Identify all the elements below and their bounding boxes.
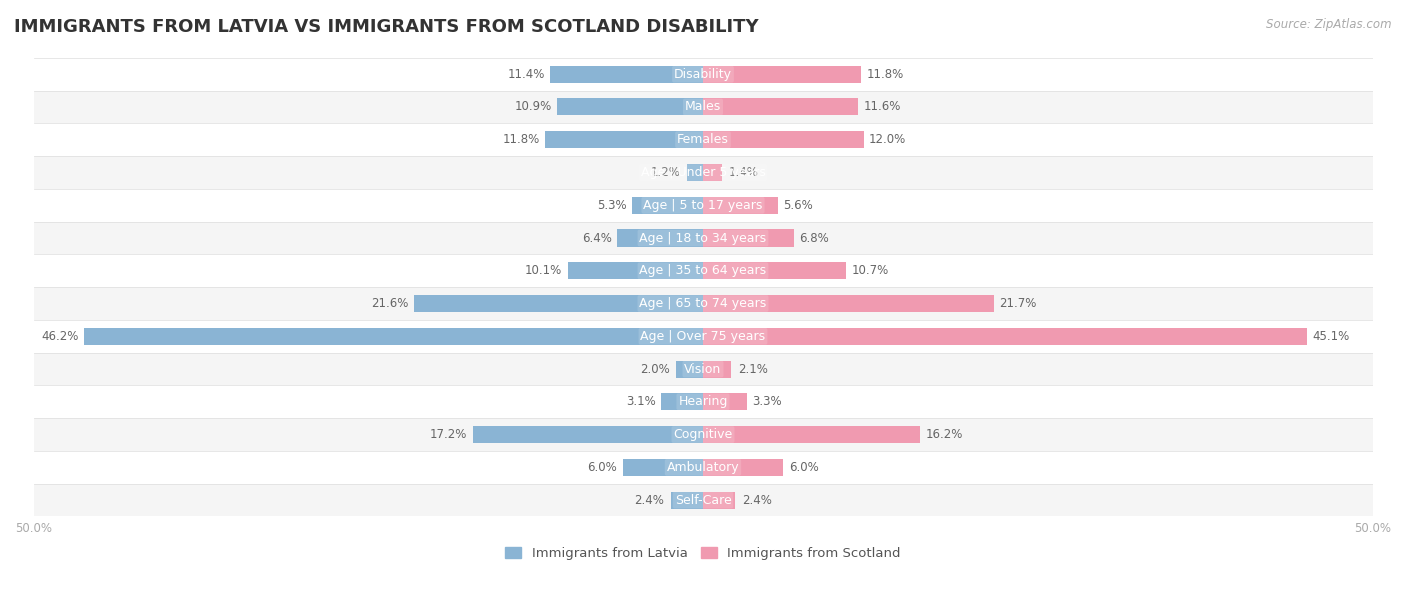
Text: Hearing: Hearing <box>678 395 728 408</box>
Text: 21.6%: 21.6% <box>371 297 408 310</box>
Text: 3.1%: 3.1% <box>627 395 657 408</box>
Bar <box>703 263 846 279</box>
Bar <box>34 320 1372 353</box>
Text: Age | 5 to 17 years: Age | 5 to 17 years <box>644 199 762 212</box>
Bar <box>413 295 703 312</box>
Text: 6.0%: 6.0% <box>588 461 617 474</box>
Text: 2.1%: 2.1% <box>738 362 768 376</box>
Bar <box>703 394 747 410</box>
Bar <box>617 230 703 247</box>
Text: Age | 65 to 74 years: Age | 65 to 74 years <box>640 297 766 310</box>
Text: Vision: Vision <box>685 362 721 376</box>
Bar <box>34 353 1372 386</box>
Bar <box>703 99 858 116</box>
Text: Age | 18 to 34 years: Age | 18 to 34 years <box>640 231 766 245</box>
Bar <box>34 451 1372 483</box>
Bar <box>703 426 920 443</box>
Text: 2.4%: 2.4% <box>634 493 664 507</box>
Bar <box>633 196 703 214</box>
Bar <box>688 164 703 181</box>
Bar <box>703 459 783 476</box>
Bar <box>34 386 1372 418</box>
Text: 11.4%: 11.4% <box>508 68 546 81</box>
Text: 6.8%: 6.8% <box>800 231 830 245</box>
Text: Cognitive: Cognitive <box>673 428 733 441</box>
Text: 6.0%: 6.0% <box>789 461 818 474</box>
Bar <box>557 99 703 116</box>
Bar <box>34 287 1372 320</box>
Bar <box>703 164 721 181</box>
Text: Males: Males <box>685 100 721 113</box>
Bar <box>546 131 703 148</box>
Bar <box>703 295 994 312</box>
Text: 3.3%: 3.3% <box>752 395 782 408</box>
Text: Self-Care: Self-Care <box>675 493 731 507</box>
Bar <box>34 124 1372 156</box>
Bar <box>703 131 863 148</box>
Text: 46.2%: 46.2% <box>42 330 79 343</box>
Bar <box>472 426 703 443</box>
Text: 10.7%: 10.7% <box>852 264 889 277</box>
Text: 11.8%: 11.8% <box>502 133 540 146</box>
Text: 6.4%: 6.4% <box>582 231 612 245</box>
Text: Source: ZipAtlas.com: Source: ZipAtlas.com <box>1267 18 1392 31</box>
Bar <box>34 58 1372 91</box>
Text: 5.3%: 5.3% <box>598 199 627 212</box>
Bar <box>84 328 703 345</box>
Legend: Immigrants from Latvia, Immigrants from Scotland: Immigrants from Latvia, Immigrants from … <box>501 541 905 565</box>
Text: 21.7%: 21.7% <box>998 297 1036 310</box>
Text: 5.6%: 5.6% <box>783 199 813 212</box>
Text: IMMIGRANTS FROM LATVIA VS IMMIGRANTS FROM SCOTLAND DISABILITY: IMMIGRANTS FROM LATVIA VS IMMIGRANTS FRO… <box>14 18 759 36</box>
Bar <box>671 491 703 509</box>
Bar <box>703 491 735 509</box>
Text: 11.6%: 11.6% <box>863 100 901 113</box>
Text: 11.8%: 11.8% <box>866 68 904 81</box>
Bar <box>34 91 1372 124</box>
Text: Age | Over 75 years: Age | Over 75 years <box>641 330 765 343</box>
Bar <box>34 255 1372 287</box>
Bar <box>703 360 731 378</box>
Bar <box>676 360 703 378</box>
Bar <box>34 222 1372 255</box>
Bar <box>568 263 703 279</box>
Text: Age | Under 5 years: Age | Under 5 years <box>641 166 765 179</box>
Text: 1.2%: 1.2% <box>651 166 681 179</box>
Bar <box>34 418 1372 451</box>
Text: 2.4%: 2.4% <box>742 493 772 507</box>
Bar <box>623 459 703 476</box>
Text: 17.2%: 17.2% <box>430 428 467 441</box>
Bar <box>550 65 703 83</box>
Bar <box>703 196 778 214</box>
Bar <box>34 483 1372 517</box>
Text: 16.2%: 16.2% <box>925 428 963 441</box>
Text: 2.0%: 2.0% <box>640 362 669 376</box>
Bar <box>34 156 1372 189</box>
Text: 10.9%: 10.9% <box>515 100 551 113</box>
Text: Females: Females <box>678 133 728 146</box>
Bar <box>703 65 860 83</box>
Bar <box>703 328 1308 345</box>
Text: 12.0%: 12.0% <box>869 133 907 146</box>
Text: Age | 35 to 64 years: Age | 35 to 64 years <box>640 264 766 277</box>
Text: Ambulatory: Ambulatory <box>666 461 740 474</box>
Bar <box>703 230 794 247</box>
Text: Disability: Disability <box>673 68 733 81</box>
Text: 1.4%: 1.4% <box>728 166 758 179</box>
Text: 45.1%: 45.1% <box>1312 330 1350 343</box>
Bar <box>34 189 1372 222</box>
Bar <box>661 394 703 410</box>
Text: 10.1%: 10.1% <box>526 264 562 277</box>
